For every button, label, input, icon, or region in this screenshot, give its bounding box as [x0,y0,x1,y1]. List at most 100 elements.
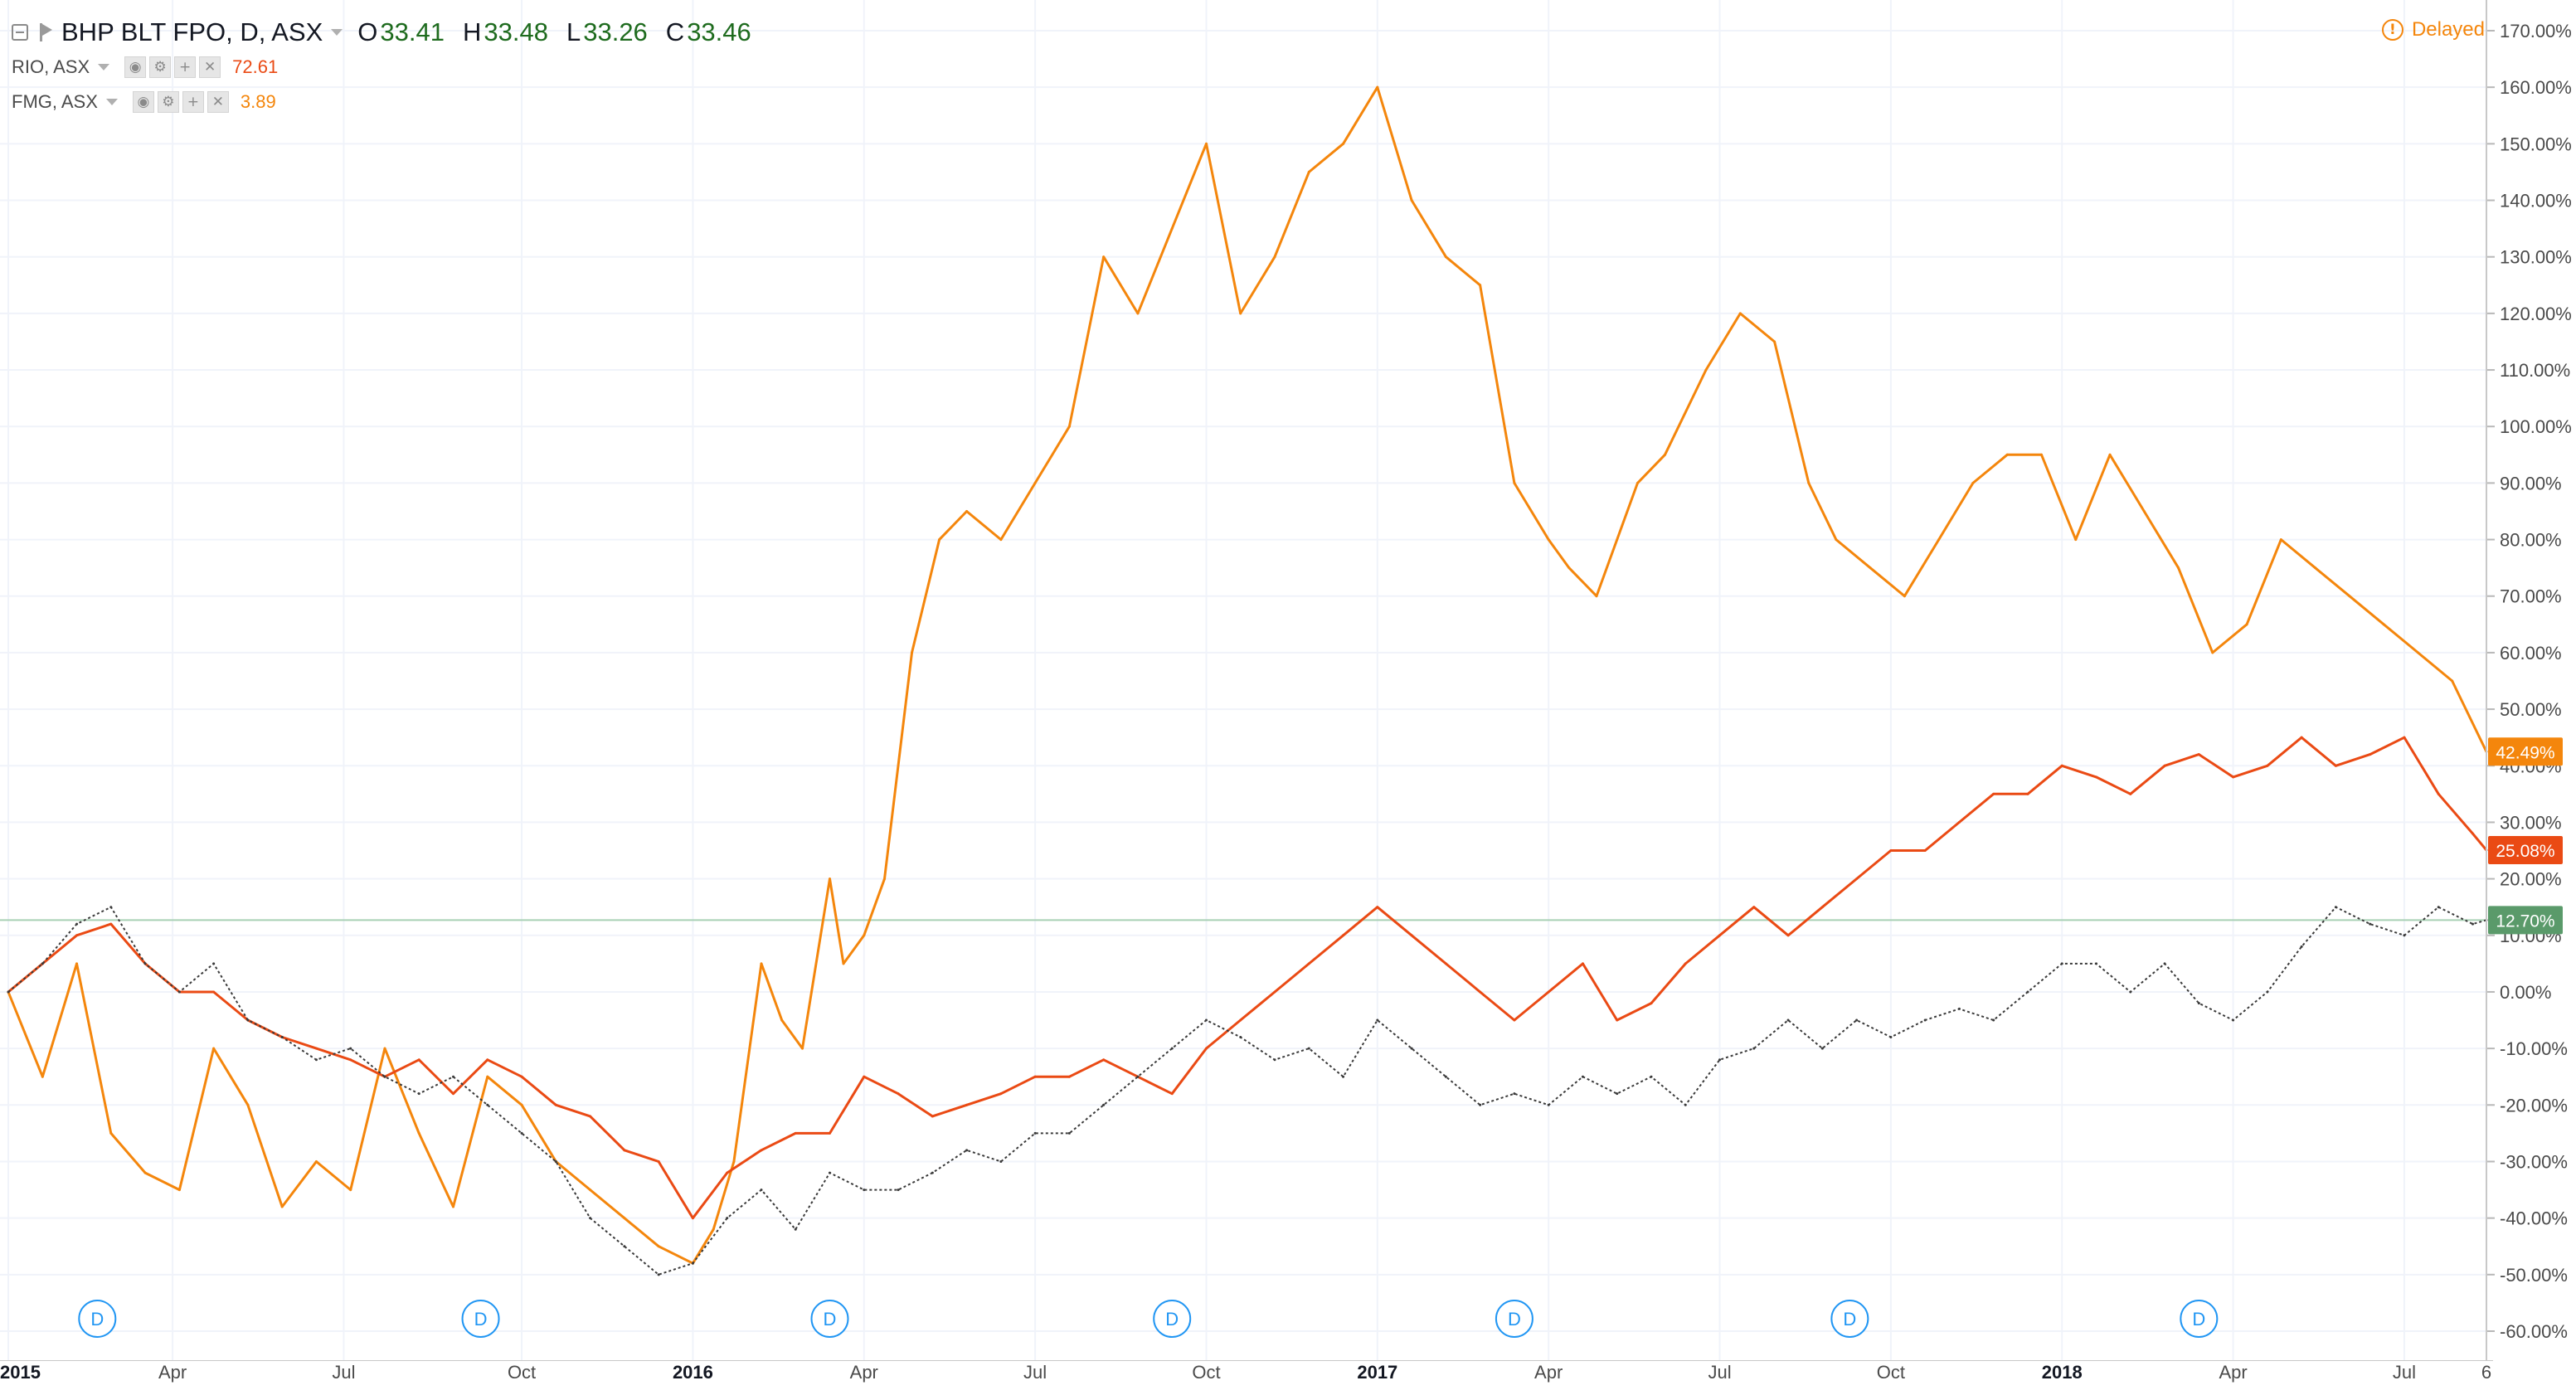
dividend-marker [461,1300,500,1338]
price-tag [2488,737,2563,766]
data-point [383,1075,386,1078]
x-tick-label: Apr [1534,1362,1563,1383]
data-point [2437,792,2440,795]
data-point [1376,1018,1379,1022]
data-point [732,1159,736,1163]
data-point [177,990,181,994]
chevron-down-icon[interactable] [98,64,110,70]
data-point [109,906,113,909]
warning-icon: ! [2381,19,2403,41]
data-point [2279,538,2282,542]
y-tick-label: -50.00% [2500,1265,2568,1286]
data-point [1170,1092,1174,1096]
data-point [863,934,866,937]
delayed-status[interactable]: ! Delayed [2381,18,2485,41]
x-tick-label: 2018 [2042,1362,2083,1383]
close-icon[interactable]: ✕ [207,91,229,113]
dividend-marker [2180,1300,2219,1338]
y-tick-label: -60.00% [2500,1321,2568,1342]
data-point [2471,922,2474,926]
price-tag-label: 12.70% [2496,911,2554,931]
y-tick-label: 90.00% [2500,473,2562,493]
x-tick-label: Jul [1023,1362,1047,1383]
x-tick-label: Apr [2219,1362,2247,1383]
data-point [1513,1092,1516,1096]
data-point [1479,990,1482,994]
close-icon[interactable]: ✕ [199,56,221,78]
data-point [1479,284,1482,287]
data-point [726,1171,729,1174]
fmg-label[interactable]: FMG, ASX [12,91,98,112]
data-point [1479,1103,1482,1106]
data-point [486,1058,489,1062]
series-line-bhp-blt-fpo [7,906,2487,1276]
data-point [999,1092,1003,1096]
data-point [1820,906,1824,909]
data-point [452,1092,455,1096]
data-point [2026,792,2029,795]
data-point [1547,538,1550,542]
data-point [2142,509,2146,513]
y-tick-label: -20.00% [2500,1095,2568,1116]
data-point [1136,1075,1140,1078]
data-point [1595,595,1598,598]
chevron-down-icon[interactable] [105,99,118,105]
collapse-icon[interactable] [12,24,28,41]
data-point [349,1058,352,1062]
data-point [212,990,216,994]
x-tick-label: Oct [1192,1362,1220,1383]
data-point [1342,934,1345,937]
x-tick-label: Jul [332,1362,355,1383]
chevron-down-icon[interactable] [331,29,343,36]
gear-icon[interactable]: ⚙ [157,91,179,113]
price-tag [2488,906,2563,935]
data-point [897,1092,900,1096]
data-point [41,962,44,965]
legend-panel: BHP BLT FPO, D, ASX O33.41 H33.48 L33.26… [12,15,751,119]
legend-rio-row: RIO, ASX ◉ ⚙ + ✕ 72.61 [12,50,751,85]
data-point [938,538,941,542]
plus-icon[interactable]: + [174,56,197,78]
data-point [1684,962,1687,965]
data-point [1650,1002,1653,1005]
data-point [794,1131,797,1135]
data-point [1581,962,1584,965]
data-point [1581,1075,1584,1078]
data-point [1513,481,1516,484]
flag-icon[interactable] [40,23,53,41]
data-point [1636,481,1639,484]
data-point [314,1047,318,1050]
data-point [75,934,79,937]
data-point [623,1245,626,1248]
data-point [1204,1018,1208,1022]
eye-icon[interactable]: ◉ [124,56,147,78]
data-point [1567,566,1571,570]
data-point [1410,934,1413,937]
rio-actions: ◉ ⚙ + ✕ [124,56,221,78]
main-symbol-label[interactable]: BHP BLT FPO, D, ASX [61,17,323,46]
low-value: L33.26 [566,17,648,46]
data-point [2074,538,2078,542]
dividend-marker [810,1300,849,1338]
data-point [999,538,1003,542]
rio-label[interactable]: RIO, ASX [12,56,90,77]
eye-icon[interactable]: ◉ [132,91,154,113]
data-point [2314,566,2317,570]
data-point [931,1115,934,1118]
data-point [520,1103,523,1106]
data-point [1664,453,1667,456]
data-point [2334,764,2337,767]
data-point [1444,1075,1447,1078]
data-point [931,1171,934,1174]
data-point [2060,764,2063,767]
date-axis-border [0,1360,2493,1361]
plus-icon[interactable]: + [182,91,204,113]
dividend-marker-label: D [474,1309,488,1330]
data-point [760,1189,763,1192]
data-point [1273,1058,1276,1062]
data-point [1752,1047,1756,1050]
gear-icon[interactable]: ⚙ [149,56,172,78]
y-tick-label: -40.00% [2500,1208,2568,1229]
